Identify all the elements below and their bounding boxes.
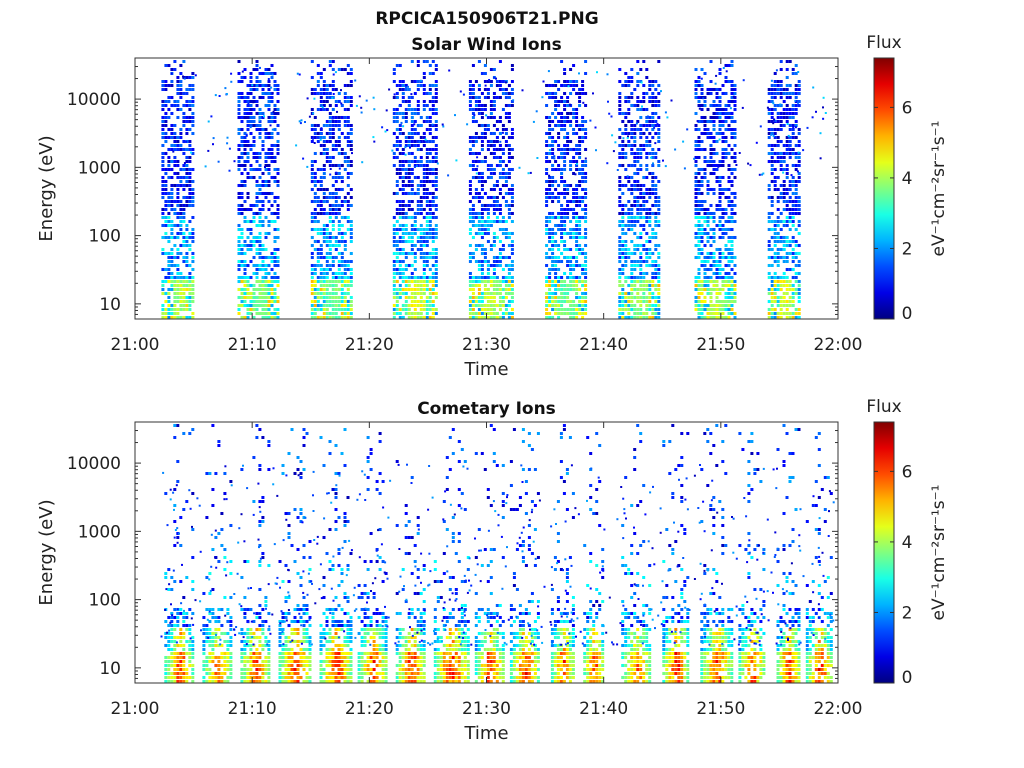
x-tick-label: 21:40	[579, 335, 628, 355]
colorbar-tick-label: 6	[902, 462, 913, 482]
x-tick-label: 21:30	[462, 699, 511, 719]
y-tick-label: 10000	[67, 454, 121, 474]
panel-title: Solar Wind Ions	[411, 35, 562, 55]
burst-16	[738, 432, 766, 683]
burst-3	[240, 424, 271, 683]
x-tick-label: 21:20	[345, 335, 394, 355]
x-tick-label: 22:00	[814, 699, 863, 719]
burst-6	[357, 432, 388, 683]
colorbar-title: Flux	[866, 397, 901, 417]
x-tick-label: 21:10	[228, 699, 277, 719]
x-tick-label: 21:00	[111, 335, 160, 355]
plot-area	[135, 422, 838, 683]
y-tick-label: 1000	[78, 158, 121, 178]
colorbar-tick-label: 0	[902, 304, 913, 324]
burst-2	[202, 424, 233, 683]
colorbar-label: eV⁻¹cm⁻²sr⁻¹s⁻¹	[929, 485, 949, 621]
y-tick-label: 100	[89, 591, 121, 611]
burst-12	[583, 432, 605, 683]
burst-8	[694, 60, 737, 319]
burst-1	[161, 60, 195, 319]
burst-7	[618, 60, 661, 319]
x-tick-label: 21:50	[696, 335, 745, 355]
x-tick-label: 21:10	[228, 335, 277, 355]
x-tick-label: 21:00	[111, 699, 160, 719]
heatmap-cells	[161, 60, 827, 319]
colorbar-gradient	[873, 421, 895, 684]
burst-15	[700, 424, 734, 683]
burst-1	[164, 424, 195, 683]
burst-11	[550, 424, 575, 683]
y-tick-label: 10	[99, 295, 121, 315]
x-axis-label: Time	[463, 359, 508, 380]
burst-13	[621, 424, 652, 683]
x-axis-label: Time	[463, 723, 508, 744]
y-tick-label: 1000	[78, 522, 121, 542]
burst-5	[319, 428, 353, 683]
x-tick-label: 21:30	[462, 335, 511, 355]
colorbar-tick-label: 4	[902, 533, 913, 553]
colorbar-tick-label: 0	[902, 668, 913, 688]
y-axis-label: Energy (eV)	[36, 499, 57, 605]
colorbar-tick-label: 2	[902, 603, 913, 623]
colorbar-title: Flux	[866, 33, 901, 53]
burst-4	[278, 428, 312, 683]
colorbar: 0 2 4 6 Flux eV⁻¹cm⁻²sr⁻¹s⁻¹	[866, 33, 949, 324]
colorbar-gradient	[873, 57, 895, 320]
y-axis-label: Energy (eV)	[36, 135, 57, 241]
y-tick-label: 100	[89, 227, 121, 247]
y-tick-label: 10	[99, 659, 121, 679]
burst-8	[433, 428, 470, 683]
x-tick-label: 22:00	[814, 335, 863, 355]
colorbar-tick-label: 6	[902, 98, 913, 118]
background-counts	[160, 463, 835, 646]
burst-14	[662, 424, 690, 683]
burst-2	[237, 60, 280, 319]
colorbar: 0 2 4 6 Flux eV⁻¹cm⁻²sr⁻¹s⁻¹	[866, 397, 949, 688]
background-counts	[170, 66, 827, 178]
x-tick-label: 21:50	[696, 699, 745, 719]
burst-9	[767, 60, 801, 319]
y-tick-label: 10000	[67, 90, 121, 110]
panel-solar-wind-ions: Solar Wind Ions 21:00 21:10 21:20 21:30 21:40…	[36, 33, 949, 380]
x-tick-label: 21:20	[345, 699, 394, 719]
burst-9	[474, 424, 505, 683]
colorbar-tick-label: 2	[902, 239, 913, 259]
burst-4	[392, 60, 438, 319]
burst-10	[509, 428, 540, 683]
figure-title: RPCICA150906T21.PNG	[375, 9, 598, 29]
colorbar-label: eV⁻¹cm⁻²sr⁻¹s⁻¹	[929, 121, 949, 257]
x-tick-label: 21:40	[579, 699, 628, 719]
heatmap-cells	[160, 424, 835, 683]
colorbar-tick-label: 4	[902, 169, 913, 189]
panel-title: Cometary Ions	[417, 399, 556, 419]
burst-18	[805, 432, 833, 683]
burst-3	[310, 60, 353, 319]
